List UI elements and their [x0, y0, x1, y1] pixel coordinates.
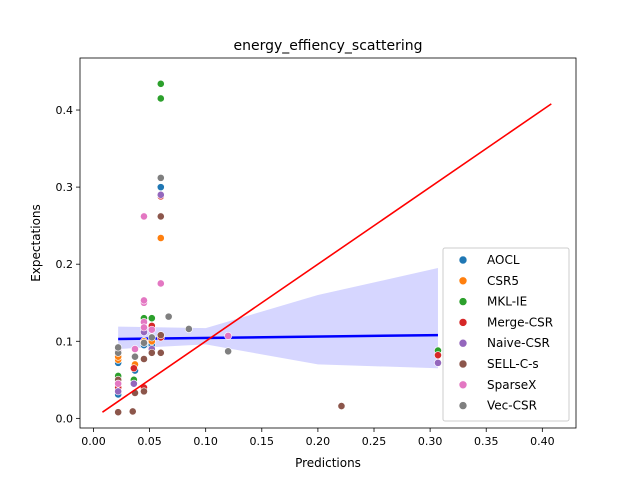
legend-label-mkl-ie: MKL-IE — [487, 295, 527, 309]
y-tick-label: 0.0 — [56, 412, 74, 425]
point-csr5 — [156, 234, 165, 242]
legend-label-aocl: AOCL — [487, 253, 520, 267]
legend-label-merge-csr: Merge-CSR — [487, 315, 553, 329]
legend-label-vec-csr: Vec-CSR — [487, 399, 537, 413]
point-vec-csr — [114, 343, 123, 352]
reference-line-layer — [101, 103, 552, 413]
point-sell-c-s — [156, 331, 165, 340]
point-vec-csr — [164, 312, 173, 321]
point-mkl-ie — [156, 79, 165, 88]
legend-marker-aocl — [458, 255, 468, 265]
point-vec-csr — [156, 173, 165, 182]
x-tick-label: 0.35 — [474, 435, 499, 448]
x-tick-label: 0.05 — [137, 435, 162, 448]
point-sparsex — [140, 323, 148, 332]
legend-marker-merge-csr — [458, 318, 468, 327]
y-axis-ticks: 0.0 0.1 0.2 0.3 0.4 — [56, 104, 80, 425]
point-vec-csr — [131, 352, 139, 361]
point-merge-csr — [434, 351, 442, 360]
point-merge-csr — [129, 364, 138, 373]
chart-title: energy_effiency_scattering — [234, 38, 423, 54]
confidence-band-layer — [118, 268, 438, 369]
x-tick-label: 0.15 — [250, 435, 275, 448]
legend-label-csr5: CSR5 — [487, 274, 519, 288]
point-vec-csr — [147, 333, 156, 342]
confidence-band — [118, 268, 438, 369]
point-sell-c-s — [128, 407, 137, 416]
point-naive-csr — [434, 358, 442, 367]
point-sparsex — [131, 345, 139, 353]
y-tick-label: 0.3 — [56, 181, 74, 194]
point-mkl-ie — [156, 94, 165, 103]
point-naive-csr — [156, 190, 165, 199]
y-tick-label: 0.1 — [56, 335, 74, 348]
legend-frame — [442, 247, 570, 422]
x-axis-ticks: 0.00 0.05 0.10 0.15 0.20 0.25 0.30 0.35 0.40 — [81, 428, 555, 448]
legend-label-naive-csr: Naive-CSR — [487, 336, 550, 350]
point-sparsex — [140, 212, 148, 221]
legend-marker-csr5 — [458, 276, 468, 286]
x-tick-label: 0.20 — [306, 435, 331, 448]
x-tick-label: 0.00 — [81, 435, 106, 448]
point-aocl — [156, 183, 165, 192]
legend: AOCL CSR5 MKL-IE Merge-CSR Naive-CSR SELL-C-s… — [442, 247, 570, 422]
x-tick-label: 0.30 — [418, 435, 443, 448]
point-sell-c-s — [156, 212, 165, 221]
point-sell-c-s — [337, 402, 346, 410]
x-tick-label: 0.10 — [193, 435, 218, 448]
point-sell-c-s — [147, 348, 156, 357]
point-sell-c-s — [140, 387, 148, 396]
data-points-layer — [114, 79, 442, 417]
point-sell-c-s — [114, 408, 123, 417]
x-tick-label: 0.25 — [362, 435, 387, 448]
point-sparsex — [140, 296, 148, 305]
point-naive-csr — [129, 379, 138, 388]
y-axis-label: Expectations — [29, 204, 43, 282]
point-mkl-ie — [147, 314, 156, 323]
point-vec-csr — [184, 325, 193, 333]
legend-label-sparsex: SparseX — [487, 378, 536, 392]
legend-marker-vec-csr — [458, 401, 468, 410]
point-vec-csr — [140, 338, 148, 347]
regression-line — [118, 333, 438, 341]
legend-marker-naive-csr — [458, 338, 468, 348]
point-sell-c-s — [156, 348, 165, 357]
x-tick-label: 0.40 — [530, 435, 555, 448]
point-sparsex — [147, 325, 156, 334]
point-sparsex — [224, 331, 233, 340]
plot-frame — [79, 57, 577, 429]
point-sparsex — [156, 279, 165, 288]
point-sparsex — [114, 379, 123, 388]
x-axis-label: Predictions — [295, 456, 361, 470]
legend-marker-sparsex — [458, 380, 468, 390]
y-tick-label: 0.4 — [56, 104, 74, 117]
y-tick-label: 0.2 — [56, 258, 74, 271]
legend-label-sell-c-s: SELL-C-s — [487, 357, 539, 371]
point-sell-c-s — [140, 355, 148, 363]
regression-line-layer — [118, 333, 438, 341]
legend-marker-sell-c-s — [458, 359, 468, 369]
point-vec-csr — [224, 347, 233, 356]
legend-marker-mkl-ie — [458, 297, 468, 306]
reference-line — [101, 103, 552, 413]
point-naive-csr — [114, 387, 123, 396]
